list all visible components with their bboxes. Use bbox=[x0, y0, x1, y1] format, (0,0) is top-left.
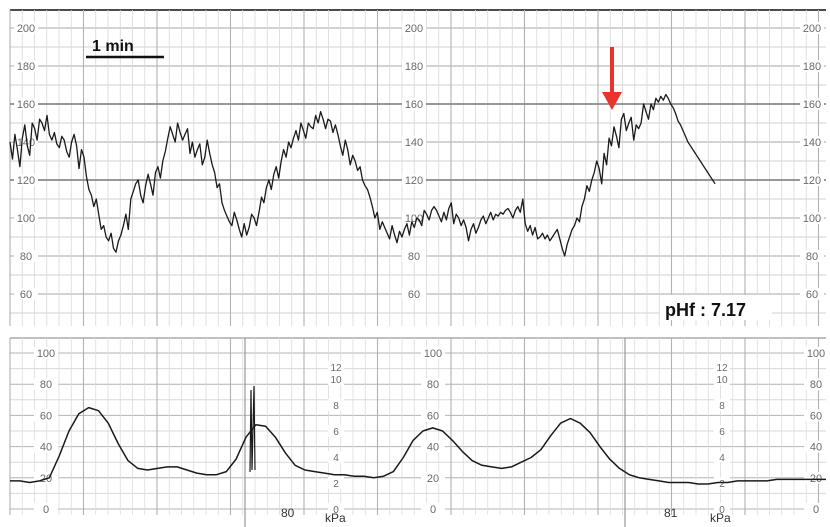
toco-tick-label: 20 bbox=[427, 473, 439, 485]
ph-annotation: pHf : 7.17 bbox=[665, 300, 746, 320]
kpa-tick-label: 2 bbox=[719, 479, 725, 490]
fhr-tick-label: 200 bbox=[405, 23, 423, 35]
kpa-tick-label: 6 bbox=[333, 427, 339, 438]
kpa-tick-label: 4 bbox=[719, 453, 725, 464]
scale-label: 1 min bbox=[92, 38, 134, 55]
fhr-tick-label: 120 bbox=[405, 175, 423, 187]
toco-tick-label: 60 bbox=[810, 410, 822, 422]
kpa-unit-label-2: kPa bbox=[710, 511, 731, 525]
kpa-tick-label: 10 bbox=[330, 375, 342, 386]
fhr-tick-label: 100 bbox=[803, 213, 821, 225]
fhr-tick-label: 100 bbox=[17, 213, 35, 225]
fhr-tick-label: 80 bbox=[806, 251, 818, 263]
kpa-tick-label: 12 bbox=[716, 363, 728, 374]
fhr-tick-label: 60 bbox=[806, 289, 818, 301]
toco-tick-label: 0 bbox=[430, 504, 436, 516]
kpa-tick-label: 4 bbox=[333, 453, 339, 464]
fhr-tick-label: 140 bbox=[803, 137, 821, 149]
fhr-tick-label: 180 bbox=[405, 61, 423, 73]
fhr-tick-label: 180 bbox=[803, 61, 821, 73]
fhr-tick-label: 160 bbox=[17, 99, 35, 111]
page-number-1: 80 bbox=[281, 506, 295, 520]
toco-tick-label: 40 bbox=[427, 442, 439, 454]
kpa-tick-label: 6 bbox=[719, 427, 725, 438]
toco-tick-label: 100 bbox=[37, 348, 55, 360]
toco-tick-label: 100 bbox=[807, 348, 825, 360]
toco-tick-label: 60 bbox=[427, 410, 439, 422]
toco-tick-label: 80 bbox=[427, 379, 439, 391]
fhr-tick-label: 120 bbox=[803, 175, 821, 187]
toco-tick-label: 80 bbox=[810, 379, 822, 391]
fhr-tick-label: 180 bbox=[17, 61, 35, 73]
toco-tick-label: 40 bbox=[810, 442, 822, 454]
toco-tick-label: 80 bbox=[40, 379, 52, 391]
fhr-tick-label: 60 bbox=[408, 289, 420, 301]
fhr-tick-label: 200 bbox=[17, 23, 35, 35]
kpa-tick-label: 8 bbox=[719, 401, 725, 412]
kpa-tick-label: 10 bbox=[716, 375, 728, 386]
toco-tick-label: 0 bbox=[43, 504, 49, 516]
fhr-tick-label: 120 bbox=[17, 175, 35, 187]
kpa-tick-label: 12 bbox=[330, 363, 342, 374]
fhr-tick-label: 200 bbox=[803, 23, 821, 35]
toco-tick-label: 40 bbox=[40, 442, 52, 454]
toco-tick-label: 0 bbox=[813, 504, 819, 516]
fhr-tick-label: 60 bbox=[20, 289, 32, 301]
kpa-tick-label: 2 bbox=[333, 479, 339, 490]
toco-tick-label: 100 bbox=[424, 348, 442, 360]
toco-tick-label: 60 bbox=[40, 410, 52, 422]
fhr-tick-label: 80 bbox=[20, 251, 32, 263]
fhr-tick-label: 80 bbox=[408, 251, 420, 263]
fhr-tick-label: 160 bbox=[803, 99, 821, 111]
page-number-2: 81 bbox=[664, 506, 678, 520]
fhr-tick-label: 160 bbox=[405, 99, 423, 111]
kpa-tick-label: 8 bbox=[333, 401, 339, 412]
kpa-unit-label-1: kPa bbox=[325, 511, 346, 525]
fhr-tick-label: 140 bbox=[405, 137, 423, 149]
